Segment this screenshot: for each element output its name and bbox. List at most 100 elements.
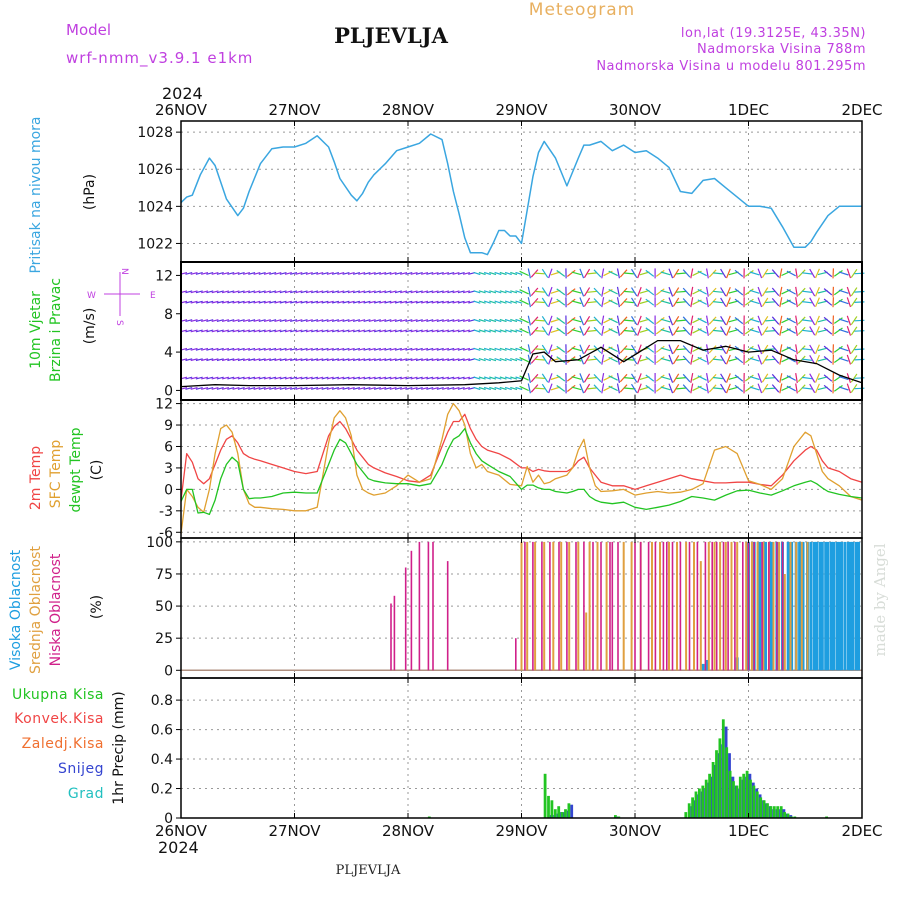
wind-barb (637, 354, 642, 365)
wind-barb (279, 358, 287, 362)
wind-barb (363, 272, 371, 275)
wind-barb (833, 317, 843, 324)
wind-barb (706, 383, 709, 394)
y-tick-label: -6 (159, 525, 173, 541)
cloud-bar-high (812, 541, 816, 671)
wind-barb (690, 372, 694, 384)
wind-barb (457, 387, 465, 390)
pressure-line (180, 133, 862, 256)
wind-barb (452, 319, 460, 322)
wind-barb (201, 319, 209, 322)
x-axis-label-bottom: 28NOV (382, 822, 435, 840)
wind-barb (232, 387, 240, 390)
wind-barb (394, 376, 402, 380)
wind-barb (587, 301, 598, 304)
wind-barb (690, 286, 694, 297)
wind-barb (221, 358, 230, 362)
cloud-bar-low (747, 541, 750, 671)
wind-barb (221, 329, 230, 333)
wind-barb (242, 272, 251, 275)
wind-barb (206, 272, 214, 275)
wind-barb (645, 317, 655, 325)
cloud-bar-high (798, 541, 802, 671)
wind-barb (660, 271, 671, 276)
wind-barb (421, 329, 429, 333)
wind-barb (206, 347, 214, 351)
wind-barb (483, 376, 491, 380)
wind-barb (368, 358, 376, 362)
precip-bar-total (694, 791, 698, 818)
wind-panel-plot (180, 268, 865, 394)
cloud-bar-low (781, 541, 784, 671)
wind-barb (311, 329, 319, 333)
cloud-bar-high (854, 541, 858, 671)
wind-barb (358, 290, 366, 294)
wind-barb (527, 344, 531, 355)
wind-barb (720, 297, 727, 307)
wind-barb (637, 268, 642, 279)
precip-bar-total (735, 785, 739, 818)
wind-barb (846, 297, 852, 308)
wind-barb (619, 384, 628, 393)
wind-barb (608, 346, 618, 353)
wind-barb (436, 329, 444, 333)
wind-barb (284, 290, 292, 294)
wind-barb (725, 268, 731, 279)
wind-barb (300, 329, 308, 333)
wind-barb (368, 387, 376, 390)
wind-barb (211, 387, 219, 390)
cloud-bar-low (666, 541, 668, 671)
wind-barb (358, 329, 366, 333)
wind-barb (579, 383, 585, 394)
wind-barb (619, 298, 628, 307)
wind-barb (809, 315, 816, 326)
line-series (180, 133, 863, 534)
wind-barb (452, 290, 460, 294)
wind-barb (347, 319, 355, 322)
cloud-bar-high (815, 541, 819, 671)
wind-barb (290, 376, 298, 380)
wind-barb (227, 272, 235, 275)
wind-barb (797, 326, 806, 335)
wind-barb (608, 385, 618, 392)
wind-barb (616, 325, 620, 336)
wind-barb (771, 384, 780, 393)
wind-barb (452, 300, 460, 304)
wind-barb (415, 347, 423, 351)
wind-barb (499, 358, 507, 362)
wind-barb (457, 376, 465, 380)
wind-barb (823, 327, 833, 335)
wind-barb (311, 347, 319, 351)
wind-barb (668, 268, 674, 279)
cloud-bar-low (609, 541, 611, 671)
wind-barb (833, 345, 843, 353)
wind-barb (690, 325, 694, 336)
cloud-bar-low (722, 541, 725, 671)
wind-barb (527, 383, 531, 394)
wind-barb (201, 272, 209, 275)
cloud-bar-low (432, 541, 434, 671)
x-axis-label-top: 29NOV (495, 101, 548, 119)
wind-barb (515, 300, 523, 304)
wind-barb (697, 317, 707, 324)
wind-barb (809, 326, 816, 336)
wind-barb (279, 329, 287, 333)
wind-barb (645, 356, 655, 364)
compass-south: S (114, 320, 124, 326)
cloud-bar-low (541, 541, 543, 671)
cloud-bar-high (835, 541, 839, 671)
precip-bar-total (560, 812, 564, 818)
wind-barb (195, 358, 203, 362)
wind-barb (373, 387, 381, 390)
wind-barb (515, 290, 523, 294)
wind-barb (436, 290, 444, 294)
wind-barb (426, 329, 434, 333)
x-axis-label-bottom: 30NOV (609, 822, 662, 840)
wind-barb (690, 268, 694, 279)
compass-west: W (87, 291, 96, 301)
wind-barb (601, 268, 605, 279)
wind-barb (457, 300, 465, 304)
wind-barb (846, 286, 852, 297)
wind-barb (237, 387, 245, 390)
wind-barb (833, 270, 843, 277)
